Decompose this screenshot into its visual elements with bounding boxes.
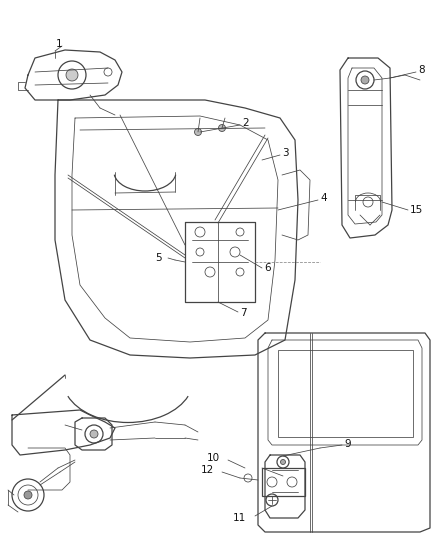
Circle shape (194, 128, 201, 135)
Circle shape (361, 76, 369, 84)
Circle shape (280, 459, 286, 464)
Text: 1: 1 (56, 39, 63, 49)
Text: 10: 10 (207, 453, 220, 463)
Text: 12: 12 (201, 465, 214, 475)
Text: 2: 2 (242, 118, 249, 128)
Circle shape (90, 430, 98, 438)
Bar (278, 350, 413, 437)
Circle shape (219, 125, 226, 132)
Text: 6: 6 (264, 263, 271, 273)
Text: 5: 5 (155, 253, 162, 263)
Circle shape (24, 491, 32, 499)
Text: 7: 7 (240, 308, 247, 318)
Text: 3: 3 (282, 148, 289, 158)
Text: 11: 11 (233, 513, 246, 523)
Circle shape (66, 69, 78, 81)
Text: 9: 9 (344, 439, 351, 449)
Text: 8: 8 (418, 65, 424, 75)
Text: 15: 15 (410, 205, 423, 215)
Text: 4: 4 (320, 193, 327, 203)
Bar (262, 468, 305, 496)
